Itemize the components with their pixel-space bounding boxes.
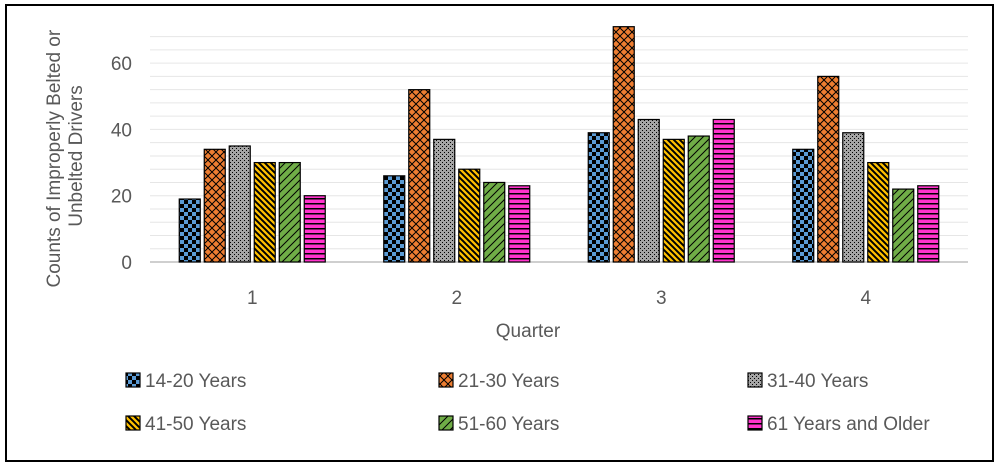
y-axis-title: Counts of Improperly Belted or Unbelted …: [44, 25, 87, 288]
bars: [178, 26, 940, 263]
legend-label: 14-20 Years: [145, 371, 246, 392]
x-tick-label: 4: [860, 288, 871, 309]
bar-61-years-and-older-q3: [712, 118, 735, 263]
bar-51-60-years-q1: [278, 161, 301, 263]
bar-21-30-years-q4: [817, 75, 840, 263]
bar-21-30-years-q1: [203, 148, 226, 263]
legend-label: 61 Years and Older: [767, 414, 930, 435]
x-axis-title: Quarter: [496, 321, 561, 342]
bar-31-40-years-q2: [433, 138, 456, 263]
bar-31-40-years-q3: [637, 118, 660, 263]
bar-31-40-years-q4: [842, 132, 865, 263]
bar-51-60-years-q4: [892, 188, 915, 263]
legend-swatch: [125, 372, 141, 388]
y-axis-title-line-1: Counts of Improperly Belted or: [44, 29, 65, 287]
legend-label: 41-50 Years: [145, 414, 246, 435]
bar-21-30-years-q3: [612, 26, 635, 263]
bar-41-50-years-q3: [662, 138, 685, 263]
bar-51-60-years-q2: [483, 181, 506, 263]
bar-14-20-years-q4: [792, 148, 815, 263]
legend-swatch: [438, 372, 454, 388]
y-tick-label: 0: [121, 253, 132, 274]
x-tick-label: 3: [656, 288, 667, 309]
y-tick-label: 60: [111, 54, 132, 75]
legend-label: 21-30 Years: [458, 371, 559, 392]
legend-swatch: [747, 415, 763, 431]
bar-61-years-and-older-q1: [303, 195, 326, 263]
legend-swatch: [438, 415, 454, 431]
bar-61-years-and-older-q4: [917, 185, 940, 263]
bar-31-40-years-q1: [228, 145, 251, 263]
bar-14-20-years-q2: [383, 175, 406, 263]
bar-41-50-years-q4: [867, 161, 890, 263]
legend: 14-20 Years 21-30 Years 31-40 Years 41-50 Y…: [125, 371, 930, 435]
bar-14-20-years-q1: [178, 198, 201, 263]
bar-61-years-and-older-q2: [508, 185, 531, 263]
bar-14-20-years-q3: [587, 132, 610, 263]
bar-41-50-years-q1: [253, 161, 276, 263]
y-axis-title-line-2: Unbelted Drivers: [66, 85, 87, 227]
x-tick-label: 2: [451, 288, 462, 309]
bar-21-30-years-q2: [408, 89, 431, 263]
legend-label: 51-60 Years: [458, 414, 559, 435]
bar-41-50-years-q2: [458, 168, 481, 263]
x-tick-label: 1: [247, 288, 258, 309]
bar-51-60-years-q3: [687, 135, 710, 263]
y-tick-label: 40: [111, 120, 132, 141]
legend-swatch: [125, 415, 141, 431]
y-tick-label: 20: [111, 187, 132, 208]
axis-labels: Quarter Counts of Improperly Belted or U…: [44, 25, 561, 342]
legend-label: 31-40 Years: [767, 371, 868, 392]
legend-swatch: [747, 372, 763, 388]
